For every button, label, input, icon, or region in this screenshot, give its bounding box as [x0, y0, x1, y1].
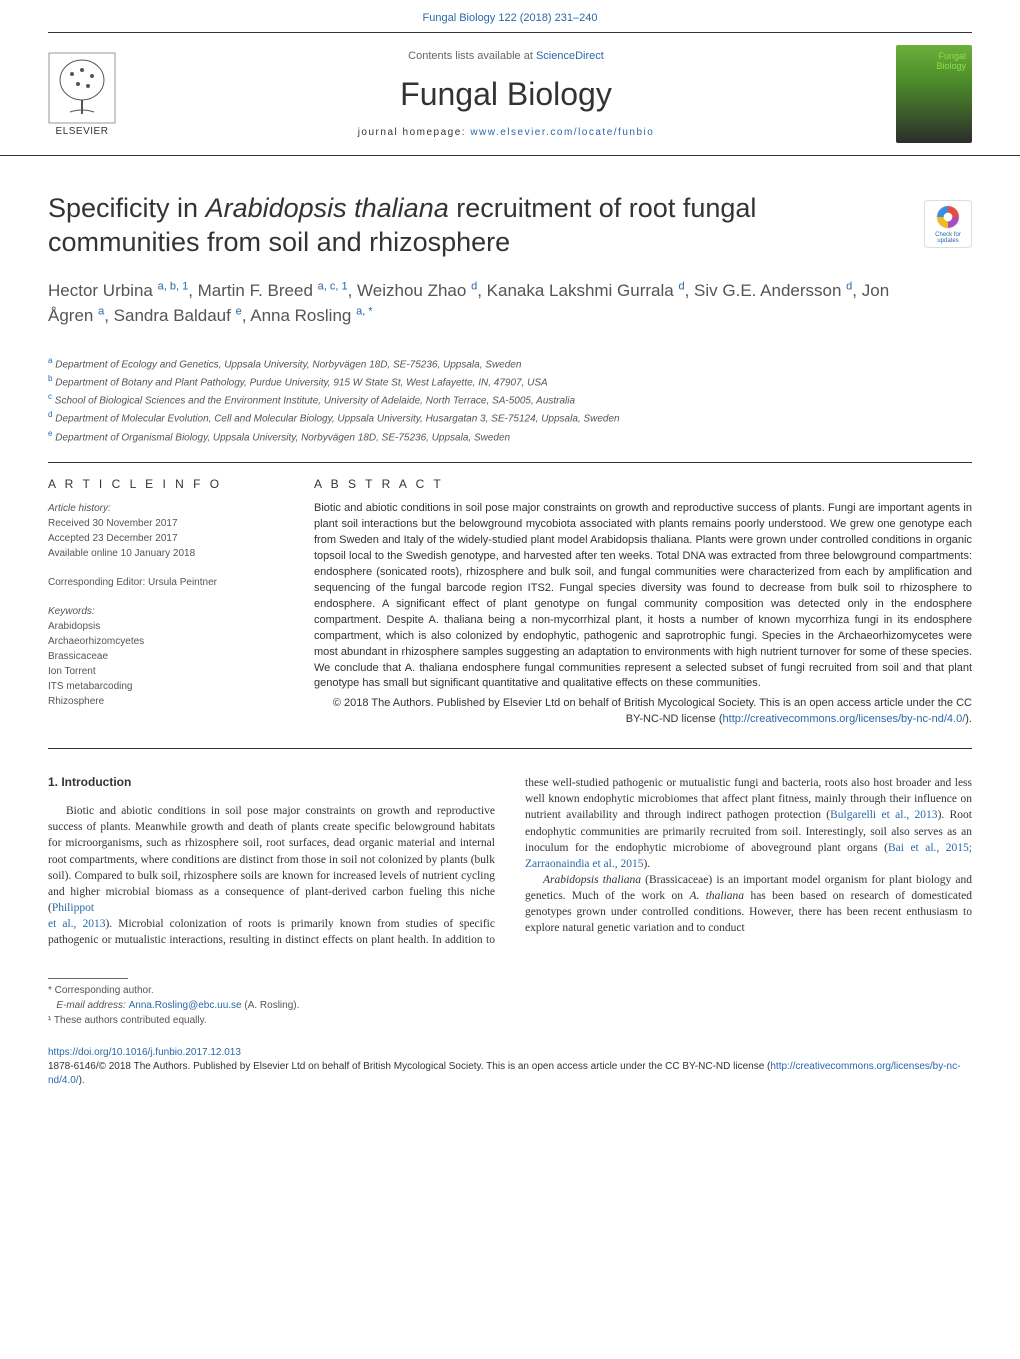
intro-heading: 1. Introduction [48, 775, 495, 789]
license-link[interactable]: http://creativecommons.org/licenses/by-n… [723, 713, 966, 725]
elsevier-label: ELSEVIER [56, 126, 109, 137]
received-date: Received 30 November 2017 [48, 518, 178, 529]
corresponding-author-note: * Corresponding author. [48, 983, 972, 998]
elsevier-tree-icon [48, 52, 116, 124]
elsevier-logo: ELSEVIER [48, 52, 116, 137]
keyword: Archaeorhizomcyetes [48, 636, 144, 647]
keywords-label: Keywords: [48, 606, 95, 617]
keyword: Ion Torrent [48, 666, 96, 677]
abstract-text: Biotic and abiotic conditions in soil po… [314, 501, 972, 692]
intro-para-1: Biotic and abiotic conditions in soil po… [48, 803, 495, 916]
email-link[interactable]: Anna.Rosling@ebc.uu.se [129, 1000, 242, 1011]
journal-cover-thumbnail [896, 45, 972, 143]
article-history: Article history: Received 30 November 20… [48, 501, 278, 561]
abstract-column: A B S T R A C T Biotic and abiotic condi… [314, 477, 972, 728]
body-section: 1. Introduction Biotic and abiotic condi… [0, 749, 1020, 974]
homepage-line: journal homepage: www.elsevier.com/locat… [116, 127, 896, 138]
keyword: Arabidopsis [48, 621, 100, 632]
journal-center-block: Contents lists available at ScienceDirec… [116, 50, 896, 138]
title-row: Specificity in Arabidopsis thaliana recr… [0, 156, 1020, 355]
title-block: Specificity in Arabidopsis thaliana recr… [48, 192, 904, 343]
accepted-date: Accepted 23 December 2017 [48, 533, 178, 544]
journal-name: Fungal Biology [116, 76, 896, 113]
abstract-heading: A B S T R A C T [314, 477, 972, 491]
keyword: Rhizosphere [48, 696, 104, 707]
article-title: Specificity in Arabidopsis thaliana recr… [48, 192, 904, 260]
email-label: E-mail address: [56, 1000, 128, 1011]
affiliations: a Department of Ecology and Genetics, Up… [0, 355, 1020, 461]
copyright-close: ). [965, 713, 972, 725]
email-line: E-mail address: Anna.Rosling@ebc.uu.se (… [48, 998, 972, 1013]
corresponding-editor: Corresponding Editor: Ursula Peintner [48, 575, 278, 590]
authors-line: Hector Urbina a, b, 1, Martin F. Breed a… [48, 278, 904, 329]
affiliation-line: b Department of Botany and Plant Patholo… [48, 373, 972, 391]
bottom-license-text: 1878-6146/© 2018 The Authors. Published … [48, 1061, 770, 1072]
email-suffix: (A. Rosling). [242, 1000, 300, 1011]
cite-philippot[interactable]: Philippot [52, 902, 94, 914]
citation-link[interactable]: Fungal Biology 122 (2018) 231–240 [423, 12, 598, 24]
equal-contribution-note: ¹ These authors contributed equally. [48, 1013, 972, 1028]
affiliation-line: a Department of Ecology and Genetics, Up… [48, 355, 972, 373]
online-date: Available online 10 January 2018 [48, 548, 195, 559]
footnote-rule [48, 978, 128, 979]
homepage-link[interactable]: www.elsevier.com/locate/funbio [470, 127, 654, 138]
keyword: ITS metabarcoding [48, 681, 133, 692]
bottom-license-close: ). [79, 1075, 85, 1086]
check-updates-badge[interactable]: Check for updates [924, 200, 972, 248]
two-column-body: 1. Introduction Biotic and abiotic condi… [48, 775, 972, 948]
homepage-prefix: journal homepage: [358, 127, 471, 138]
bottom-bar: https://doi.org/10.1016/j.funbio.2017.12… [0, 1038, 1020, 1104]
affiliation-line: e Department of Organismal Biology, Upps… [48, 428, 972, 446]
keyword: Brassicaceae [48, 651, 108, 662]
sciencedirect-prefix: Contents lists available at [408, 50, 536, 62]
doi-link[interactable]: https://doi.org/10.1016/j.funbio.2017.12… [48, 1047, 241, 1058]
journal-header-bar: ELSEVIER Contents lists available at Sci… [0, 33, 1020, 156]
citation-header: Fungal Biology 122 (2018) 231–240 [0, 0, 1020, 32]
check-updates-label: Check for updates [925, 232, 971, 244]
abstract-copyright: © 2018 The Authors. Published by Elsevie… [314, 696, 972, 728]
footnotes: * Corresponding author. E-mail address: … [0, 974, 1020, 1038]
check-updates-icon [935, 204, 961, 230]
cite-bulgarelli[interactable]: Bulgarelli et al., 2013 [830, 809, 937, 821]
affiliation-line: d Department of Molecular Evolution, Cel… [48, 409, 972, 427]
intro-para-3: Arabidopsis thaliana (Brassicaceae) is a… [525, 872, 972, 936]
sciencedirect-link[interactable]: ScienceDirect [536, 50, 604, 62]
article-info-heading: A R T I C L E I N F O [48, 477, 278, 491]
history-label: Article history: [48, 503, 111, 514]
affiliation-line: c School of Biological Sciences and the … [48, 391, 972, 409]
sciencedirect-line: Contents lists available at ScienceDirec… [116, 50, 896, 62]
cite-philippot-2[interactable]: et al., 2013 [48, 918, 105, 930]
keywords-block: Keywords: Arabidopsis Archaeorhizomcyetes… [48, 604, 278, 709]
article-info-column: A R T I C L E I N F O Article history: R… [48, 477, 278, 728]
info-abstract-row: A R T I C L E I N F O Article history: R… [0, 463, 1020, 746]
cite-bai[interactable]: Bai et al., 2015; Zarraonaindia et al., … [525, 842, 972, 870]
